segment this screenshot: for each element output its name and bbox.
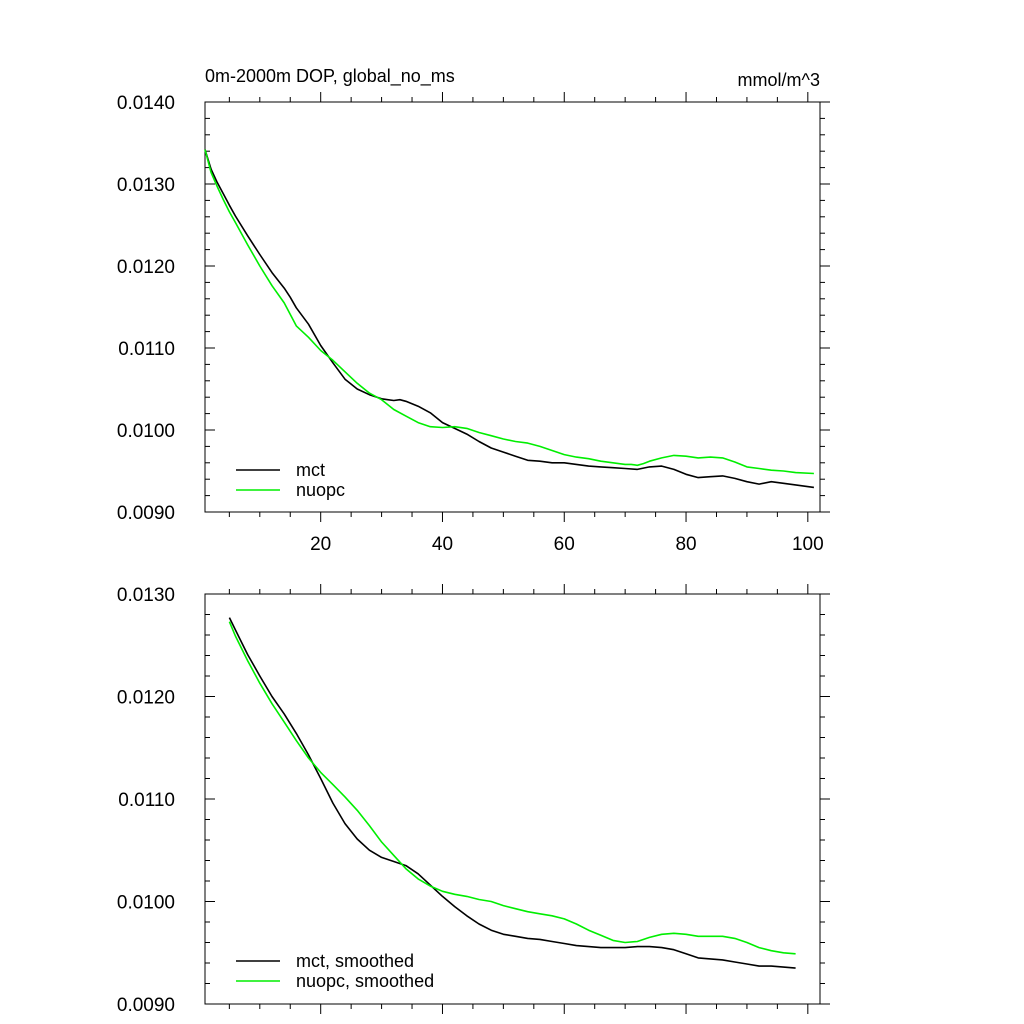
y-tick-label: 0.0100 xyxy=(117,893,175,914)
y-tick-label: 0.0130 xyxy=(117,175,175,196)
x-tick-label: 80 xyxy=(675,534,696,555)
legend-label: mct xyxy=(296,460,325,480)
y-tick-label: 0.0120 xyxy=(117,688,175,709)
x-tick-label: 20 xyxy=(310,534,331,555)
y-tick-label: 0.0140 xyxy=(117,93,175,114)
top-panel: 0m-2000m DOP, global_no_ms mmol/m^3 20 40… xyxy=(117,66,830,555)
series-line-0 xyxy=(228,617,796,969)
y-tick-label: 0.0110 xyxy=(118,790,175,811)
y-tick-label: 0.0090 xyxy=(117,503,175,524)
chart-title: 0m-2000m DOP, global_no_ms xyxy=(205,66,455,87)
bottom-panel: 0.0090 0.0100 0.0110 0.0120 0.0130 mct, smoot… xyxy=(117,584,830,1016)
plot-frame xyxy=(204,593,821,1005)
y-tick-label: 0.0110 xyxy=(118,339,175,360)
units-label: mmol/m^3 xyxy=(738,70,820,90)
legend-label: mct, smoothed xyxy=(296,951,414,971)
plot-frame xyxy=(204,101,821,513)
series-line-1 xyxy=(228,621,796,955)
y-tick-label: 0.0120 xyxy=(117,257,175,278)
y-tick-label: 0.0130 xyxy=(117,585,175,606)
legend-label: nuopc, smoothed xyxy=(296,971,434,991)
y-tick-label: 0.0100 xyxy=(117,421,175,442)
x-tick-label: 60 xyxy=(554,534,575,555)
x-tick-label: 40 xyxy=(432,534,453,555)
legend-label: nuopc xyxy=(296,480,345,500)
series-line-0 xyxy=(204,149,815,489)
y-tick-label: 0.0090 xyxy=(117,995,175,1016)
x-tick-label: 100 xyxy=(792,534,824,555)
series-line-1 xyxy=(204,149,814,475)
